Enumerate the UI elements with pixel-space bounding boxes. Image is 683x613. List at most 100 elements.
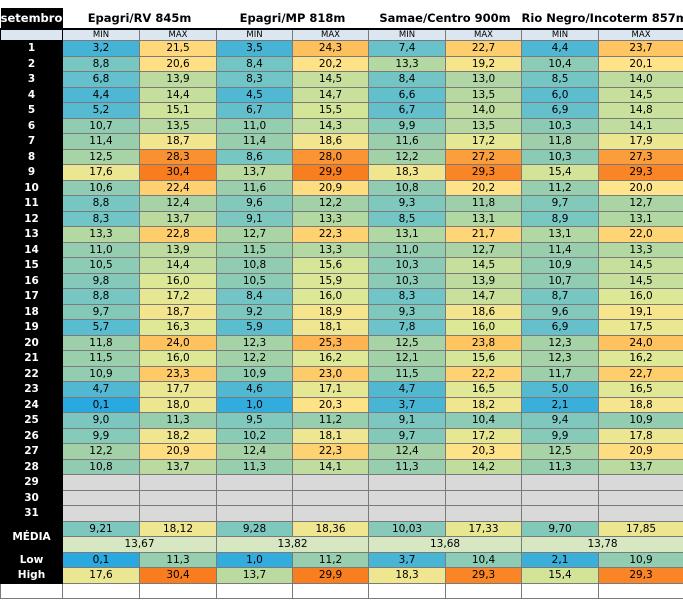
blank-cell — [1, 583, 63, 599]
temp-cell: 8,5 — [522, 72, 599, 88]
temp-cell: 12,2 — [217, 351, 293, 367]
temp-cell: 11,2 — [293, 413, 369, 429]
temp-cell: 3,7 — [369, 397, 446, 413]
temp-cell: 10,3 — [369, 258, 446, 274]
temp-cell: 12,1 — [369, 351, 446, 367]
empty-cell — [522, 490, 599, 506]
temp-cell: 16,0 — [599, 289, 683, 305]
temp-cell: 20,1 — [599, 56, 683, 72]
temp-cell: 1,0 — [217, 397, 293, 413]
temp-cell: 14,2 — [446, 459, 522, 475]
empty-cell — [217, 490, 293, 506]
empty-cell — [140, 475, 217, 491]
temp-cell: 15,6 — [446, 351, 522, 367]
day-row: 31 — [1, 506, 683, 522]
temp-cell: 17,5 — [599, 320, 683, 336]
temp-cell: 22,3 — [293, 227, 369, 243]
temp-cell: 27,3 — [599, 149, 683, 165]
temp-cell: 9,6 — [217, 196, 293, 212]
temp-cell: 29,9 — [293, 165, 369, 181]
media-label: MÉDIA — [1, 521, 63, 552]
temp-cell: 13,5 — [446, 118, 522, 134]
temp-cell: 8,4 — [217, 289, 293, 305]
temp-cell: 4,4 — [63, 87, 140, 103]
average-cell: 13,78 — [522, 537, 683, 553]
temp-cell: 9,9 — [63, 428, 140, 444]
temp-cell: 20,9 — [599, 444, 683, 460]
temp-cell: 14,5 — [293, 72, 369, 88]
day-label: 16 — [1, 273, 63, 289]
temp-cell: 8,3 — [217, 72, 293, 88]
day-label: 30 — [1, 490, 63, 506]
temp-cell: 24,0 — [599, 335, 683, 351]
temp-cell: 16,5 — [599, 382, 683, 398]
blank-cell — [522, 583, 599, 599]
day-label: 31 — [1, 506, 63, 522]
temp-cell: 0,1 — [63, 397, 140, 413]
temp-cell: 30,4 — [140, 165, 217, 181]
temp-cell: 8,3 — [369, 289, 446, 305]
temp-cell: 12,2 — [293, 196, 369, 212]
empty-cell — [446, 490, 522, 506]
blank-cell — [599, 583, 683, 599]
temp-cell: 3,2 — [63, 41, 140, 57]
empty-cell — [63, 490, 140, 506]
temp-cell: 17,7 — [140, 382, 217, 398]
empty-cell — [522, 506, 599, 522]
min-max-label: MIN — [217, 29, 293, 41]
temp-cell: 13,9 — [140, 242, 217, 258]
temp-cell: 6,9 — [522, 320, 599, 336]
temp-cell: 22,8 — [140, 227, 217, 243]
temp-cell: 12,7 — [599, 196, 683, 212]
high-cell: 29,3 — [446, 568, 522, 584]
temp-cell: 16,2 — [599, 351, 683, 367]
temp-cell: 10,9 — [63, 366, 140, 382]
temp-cell: 11,8 — [522, 134, 599, 150]
temp-cell: 20,2 — [293, 56, 369, 72]
blank-cell — [369, 583, 446, 599]
average-cell: 13,68 — [369, 537, 522, 553]
temp-cell: 22,7 — [599, 366, 683, 382]
day-label: 15 — [1, 258, 63, 274]
temp-cell: 18,3 — [369, 165, 446, 181]
temp-cell: 13,9 — [140, 72, 217, 88]
day-label: 6 — [1, 118, 63, 134]
temp-cell: 20,6 — [140, 56, 217, 72]
temp-cell: 12,7 — [446, 242, 522, 258]
header-label — [1, 29, 63, 41]
day-label: 23 — [1, 382, 63, 398]
day-row: 29 — [1, 475, 683, 491]
temp-cell: 13,3 — [293, 211, 369, 227]
temp-cell: 18,7 — [140, 304, 217, 320]
temp-cell: 12,4 — [217, 444, 293, 460]
temp-cell: 9,7 — [369, 428, 446, 444]
temp-cell: 13,5 — [140, 118, 217, 134]
temp-cell: 12,5 — [63, 149, 140, 165]
min-max-label: MIN — [522, 29, 599, 41]
temp-cell: 18,1 — [293, 320, 369, 336]
temp-cell: 9,0 — [63, 413, 140, 429]
temp-cell: 9,8 — [63, 273, 140, 289]
temp-cell: 13,9 — [446, 273, 522, 289]
day-row: 30 — [1, 490, 683, 506]
temp-cell: 17,2 — [140, 289, 217, 305]
temp-cell: 4,7 — [63, 382, 140, 398]
temp-cell: 20,3 — [446, 444, 522, 460]
station-name: Epagri/RV 845m — [63, 8, 217, 29]
blank-cell — [140, 583, 217, 599]
temp-cell: 9,5 — [217, 413, 293, 429]
temp-cell: 6,8 — [63, 72, 140, 88]
min-max-label: MIN — [369, 29, 446, 41]
temp-cell: 7,4 — [369, 41, 446, 57]
empty-cell — [599, 475, 683, 491]
temp-cell: 6,6 — [369, 87, 446, 103]
temp-cell: 10,7 — [63, 118, 140, 134]
day-label: 13 — [1, 227, 63, 243]
